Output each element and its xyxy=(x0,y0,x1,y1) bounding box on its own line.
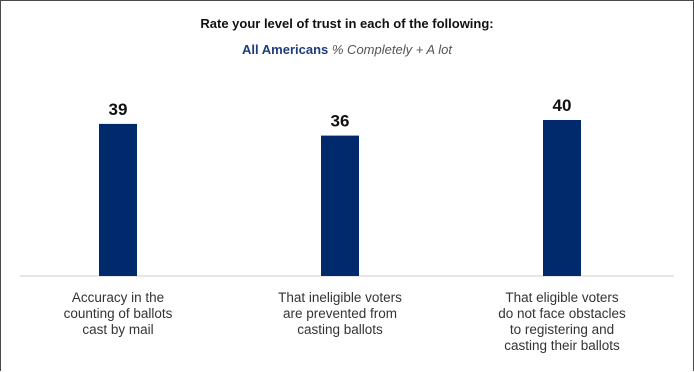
category-label-line: are prevented from xyxy=(282,306,398,321)
bar-value-label-2: 36 xyxy=(331,112,350,131)
category-label-1: Accuracy in the counting of ballots cast b… xyxy=(18,290,218,338)
category-label-line: casting ballots xyxy=(297,322,383,337)
category-label-line: counting of ballots xyxy=(63,306,173,321)
chart-subtitle: All Americans % Completely + A lot xyxy=(0,42,694,57)
category-label-line: Accuracy in the xyxy=(71,290,165,305)
category-label-line: do not face obstacles xyxy=(498,306,626,321)
category-label-line: casting their ballots xyxy=(504,338,620,353)
category-label-line: cast by mail xyxy=(82,322,154,337)
bar-value-label-1: 39 xyxy=(109,100,128,119)
chart-title: Rate your level of trust in each of the … xyxy=(200,16,494,31)
category-label-2: That ineligible voters are prevented from… xyxy=(240,290,440,338)
category-label-3: That eligible voters do not face obstacle… xyxy=(462,290,662,354)
subtitle-group: All Americans xyxy=(242,42,329,57)
bar-1 xyxy=(99,123,137,277)
category-label-line: to registering and xyxy=(509,322,615,337)
subtitle-metric: % Completely + A lot xyxy=(331,42,452,57)
category-label-line: That ineligible voters xyxy=(278,290,402,305)
bar-3 xyxy=(543,120,581,276)
category-label-line: That eligible voters xyxy=(505,290,619,305)
bar-2 xyxy=(321,135,359,276)
bar-value-label-3: 40 xyxy=(553,96,572,115)
